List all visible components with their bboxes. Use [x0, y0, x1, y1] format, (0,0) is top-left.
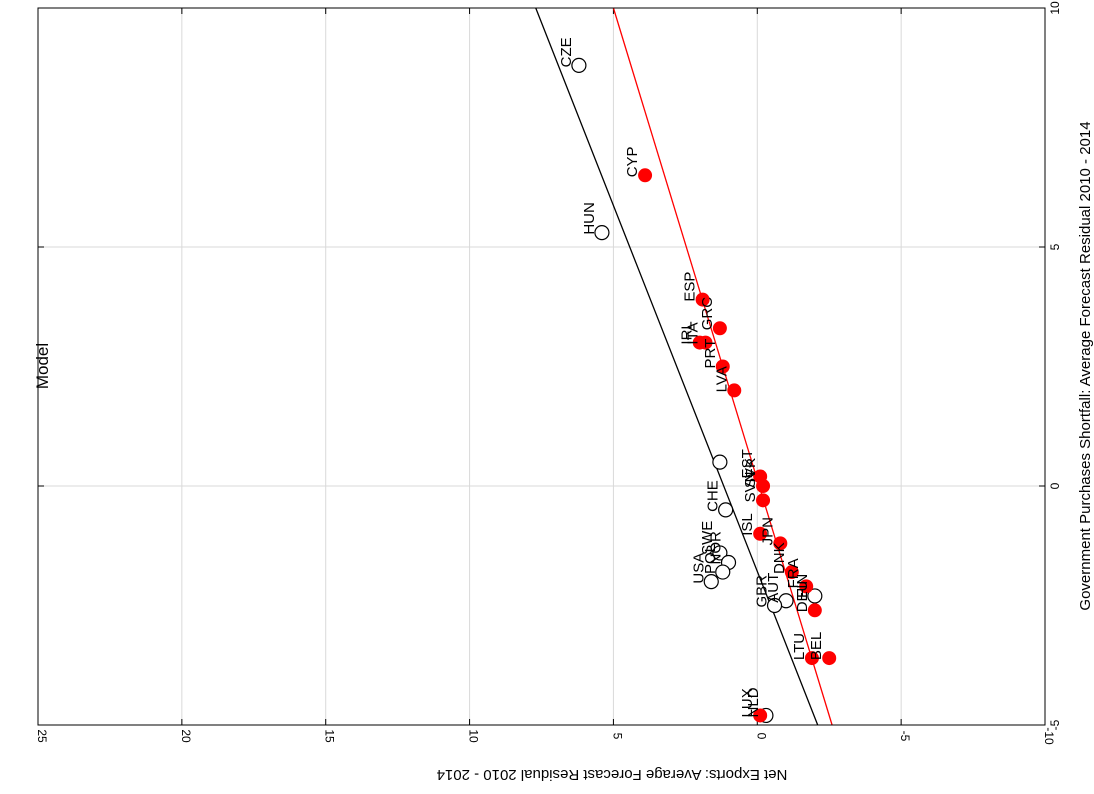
point-label: LVA	[713, 366, 730, 392]
filled-marker	[753, 708, 768, 723]
point-label: NLD	[745, 687, 762, 717]
point-label: POL	[702, 544, 719, 574]
point-label: ITA	[684, 322, 701, 344]
open-marker	[712, 454, 728, 470]
filled-marker	[695, 292, 710, 307]
filled-marker	[756, 479, 771, 493]
point-label: ISL	[739, 513, 756, 536]
point-label: CZE	[558, 37, 575, 67]
point-label: LUX	[739, 688, 756, 717]
filled-marker	[692, 335, 707, 350]
open-marker	[766, 597, 783, 614]
point-label: GRC	[699, 297, 716, 331]
open-marker	[718, 502, 734, 518]
grid	[37, 7, 1046, 726]
point-label: ESP	[682, 272, 699, 302]
filled-marker	[753, 526, 768, 541]
filled-marker	[773, 536, 788, 551]
point-label: CYP	[624, 146, 641, 177]
open-marker	[571, 57, 587, 73]
filled-marker	[799, 579, 814, 594]
filled-marker	[804, 651, 819, 666]
point-label: USA	[690, 553, 707, 584]
filled-marker	[715, 359, 730, 374]
point-label: NOR	[708, 531, 725, 565]
y-tick-label: 0	[754, 733, 768, 740]
x-tick-label: -5	[1048, 719, 1062, 730]
filled-marker	[756, 493, 771, 508]
open-marker	[807, 588, 823, 604]
point-label: DNK	[771, 542, 788, 574]
y-tick-label: 10	[467, 729, 481, 743]
y-tick-label: 15	[323, 729, 337, 743]
y-tick-label: 20	[179, 729, 193, 743]
plot-frame	[37, 7, 1046, 726]
fit-lines	[535, 7, 833, 726]
open-marker	[715, 564, 731, 580]
point-label: GBR	[754, 575, 771, 608]
open-marker	[594, 225, 610, 241]
point-label: JPN	[759, 517, 776, 545]
point-label: SVK	[742, 458, 759, 488]
point-label: LTU	[791, 633, 808, 660]
point-label: EST	[739, 449, 756, 478]
point-label: IRL	[679, 321, 696, 344]
filled-marker	[727, 383, 742, 398]
y-tick-label: 25	[35, 729, 49, 743]
filled-marker	[784, 565, 799, 580]
point-label: CHE	[705, 480, 722, 512]
y-axis-label: Net Exports: Average Forecast Residual 2…	[437, 766, 788, 783]
chart-title: Model	[33, 343, 52, 389]
point-label: SVN	[742, 471, 759, 502]
fit-line	[535, 7, 819, 726]
point-label: FRA	[785, 558, 802, 588]
point-label: FIN	[794, 574, 811, 598]
x-axis-label: Government Purchases Shortfall: Average …	[1077, 121, 1094, 610]
point-label: DEU	[794, 581, 811, 613]
x-tick-label: 0	[1048, 482, 1062, 489]
point-label: SWE	[699, 521, 716, 555]
filled-marker	[638, 168, 653, 183]
open-marker	[703, 573, 719, 590]
y-tick-label: 5	[610, 733, 624, 740]
open-marker	[712, 545, 728, 561]
filled-marker	[807, 603, 822, 618]
filled-marker	[822, 651, 837, 666]
point-label: BEL	[808, 632, 825, 660]
point-label: PRT	[702, 339, 719, 369]
point-label: AUT	[765, 573, 782, 603]
y-tick-label: -10	[1042, 727, 1056, 745]
x-tick-label: 10	[1048, 1, 1062, 15]
y-tick-label: -5	[898, 731, 912, 742]
x-tick-label: 5	[1048, 243, 1062, 250]
data-points	[571, 57, 837, 724]
filled-marker	[712, 321, 727, 336]
point-label: HUN	[581, 202, 598, 235]
